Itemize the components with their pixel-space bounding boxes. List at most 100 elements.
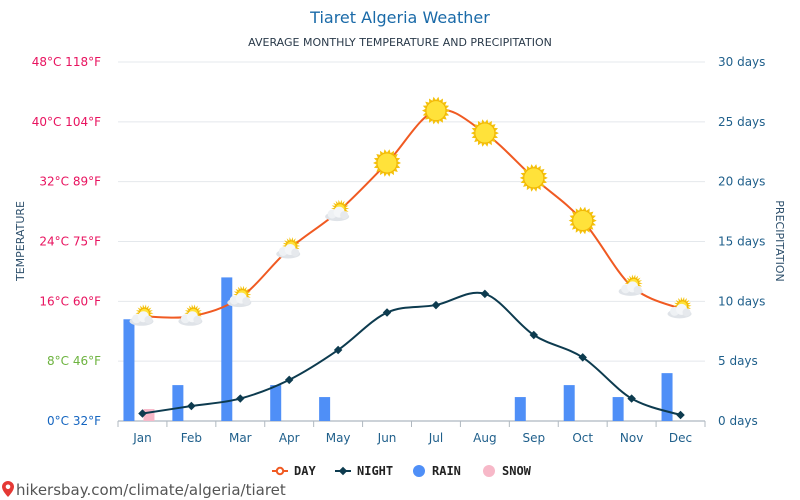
x-tick-label: Apr bbox=[279, 431, 300, 445]
cloud-shape bbox=[667, 303, 692, 319]
legend-label: DAY bbox=[294, 464, 316, 478]
cloud-part bbox=[633, 285, 642, 294]
night-point bbox=[529, 330, 539, 340]
x-tick-label: Sep bbox=[522, 431, 545, 445]
sun-icon bbox=[568, 206, 597, 235]
y-right-tick-label: 15 days bbox=[718, 235, 765, 249]
rain-bar bbox=[514, 397, 526, 421]
sun-icon bbox=[519, 164, 548, 192]
y-right-tick-label: 20 days bbox=[718, 175, 765, 189]
cloud-part bbox=[144, 315, 153, 324]
cloud-part bbox=[340, 211, 349, 220]
legend-marker bbox=[275, 466, 285, 476]
x-tick-label: Aug bbox=[473, 431, 496, 445]
partly-cloudy-icon bbox=[178, 304, 203, 326]
footer[interactable]: hikersbay.com/climate/algeria/tiaret bbox=[2, 481, 286, 499]
y-axis-right-label: PRECIPITATION bbox=[773, 200, 786, 281]
rain-bar bbox=[612, 397, 624, 421]
y-left-tick-label: 16°C 60°F bbox=[39, 294, 101, 308]
cloud-shape bbox=[276, 243, 301, 259]
cloud-shape bbox=[618, 281, 643, 296]
legend-item-night: NIGHT bbox=[335, 464, 393, 478]
y-axis-left-label: TEMPERATURE bbox=[14, 201, 27, 282]
x-tick-label: Jan bbox=[132, 431, 152, 445]
y-right-tick-label: 5 days bbox=[718, 354, 758, 368]
rain-bar bbox=[661, 373, 673, 421]
y-axis-left-ticks: 48°C 118°F 40°C 104°F 32°C 89°F 24°C 75°F 16… bbox=[32, 55, 101, 428]
location-pin-icon bbox=[2, 481, 14, 497]
footer-link[interactable]: hikersbay.com/climate/algeria/tiaret bbox=[16, 481, 286, 499]
rain-bar bbox=[563, 385, 575, 421]
cloud-part bbox=[291, 248, 300, 257]
night-point bbox=[138, 409, 147, 418]
legend-label: NIGHT bbox=[357, 464, 393, 478]
night-point bbox=[480, 289, 490, 299]
x-tick-label: Jun bbox=[377, 431, 397, 445]
legend-marker bbox=[413, 465, 425, 477]
legend-item-day: DAY bbox=[272, 464, 316, 478]
rain-bar bbox=[172, 385, 184, 421]
y-right-tick-label: 10 days bbox=[718, 294, 765, 308]
night-point bbox=[333, 345, 343, 355]
legend-marker bbox=[338, 466, 348, 476]
grid-lines bbox=[118, 61, 705, 422]
sun-disc bbox=[572, 210, 594, 232]
rain-bar bbox=[221, 277, 233, 421]
rain-bar bbox=[123, 319, 135, 421]
x-tick-label: Mar bbox=[229, 431, 252, 445]
night-point bbox=[676, 410, 685, 420]
partly-cloudy-icon bbox=[227, 285, 252, 308]
rain-bar bbox=[270, 385, 282, 421]
night-point bbox=[187, 401, 196, 411]
weather-icons bbox=[129, 96, 692, 326]
night-point bbox=[236, 394, 245, 403]
cloud-shape bbox=[129, 311, 154, 326]
chart-subtitle: AVERAGE MONTHLY TEMPERATURE AND PRECIPIT… bbox=[248, 36, 552, 49]
rain-bar bbox=[319, 397, 331, 421]
sun-icon bbox=[373, 149, 401, 177]
night-point bbox=[578, 353, 587, 362]
partly-cloudy-icon bbox=[618, 274, 643, 296]
cloud-part bbox=[682, 308, 691, 317]
legend-item-snow: SNOW bbox=[483, 464, 532, 478]
sun-icon bbox=[422, 96, 450, 125]
x-axis: Jan Feb Mar Apr May Jun Jul Aug Sep Oct Nov Dec bbox=[117, 421, 706, 445]
y-left-tick-label: 48°C 118°F bbox=[32, 55, 101, 69]
x-tick-label: Dec bbox=[669, 431, 692, 445]
x-tick-label: Nov bbox=[620, 431, 643, 445]
y-left-tick-label: 32°C 89°F bbox=[39, 175, 101, 189]
y-right-tick-label: 30 days bbox=[718, 55, 765, 69]
legend-label: SNOW bbox=[502, 464, 532, 478]
partly-cloudy-icon bbox=[129, 304, 154, 326]
legend-label: RAIN bbox=[432, 464, 461, 478]
partly-cloudy-icon bbox=[276, 237, 301, 259]
night-point bbox=[284, 375, 294, 385]
sun-icon bbox=[470, 119, 499, 147]
night-point bbox=[431, 300, 441, 310]
partly-cloudy-icon bbox=[667, 296, 692, 319]
y-left-tick-label: 24°C 75°F bbox=[39, 235, 101, 249]
temperature-lines bbox=[138, 108, 685, 420]
night-point bbox=[627, 394, 636, 403]
cloud-shape bbox=[325, 206, 350, 222]
y-left-tick-label: 8°C 46°F bbox=[47, 354, 101, 368]
y-axis-right-ticks: 30 days 25 days 20 days 15 days 10 days 5 day… bbox=[718, 55, 765, 428]
x-tick-label: Feb bbox=[181, 431, 202, 445]
x-tick-label: Jul bbox=[428, 431, 443, 445]
sun-disc bbox=[376, 152, 398, 174]
legend-marker bbox=[483, 465, 495, 477]
cloud-part bbox=[193, 315, 202, 324]
legend-item-rain: RAIN bbox=[413, 464, 461, 478]
y-left-tick-label: 40°C 104°F bbox=[32, 115, 101, 129]
sun-disc bbox=[425, 100, 447, 122]
sun-disc bbox=[474, 122, 496, 144]
y-right-tick-label: 0 days bbox=[718, 414, 758, 428]
y-left-tick-label: 0°C 32°F bbox=[47, 414, 101, 428]
y-right-tick-label: 25 days bbox=[718, 115, 765, 129]
cloud-part bbox=[242, 297, 251, 306]
cloud-shape bbox=[178, 311, 203, 326]
night-point bbox=[382, 308, 392, 317]
precipitation-bars bbox=[123, 277, 673, 421]
chart-title: Tiaret Algeria Weather bbox=[309, 8, 490, 27]
